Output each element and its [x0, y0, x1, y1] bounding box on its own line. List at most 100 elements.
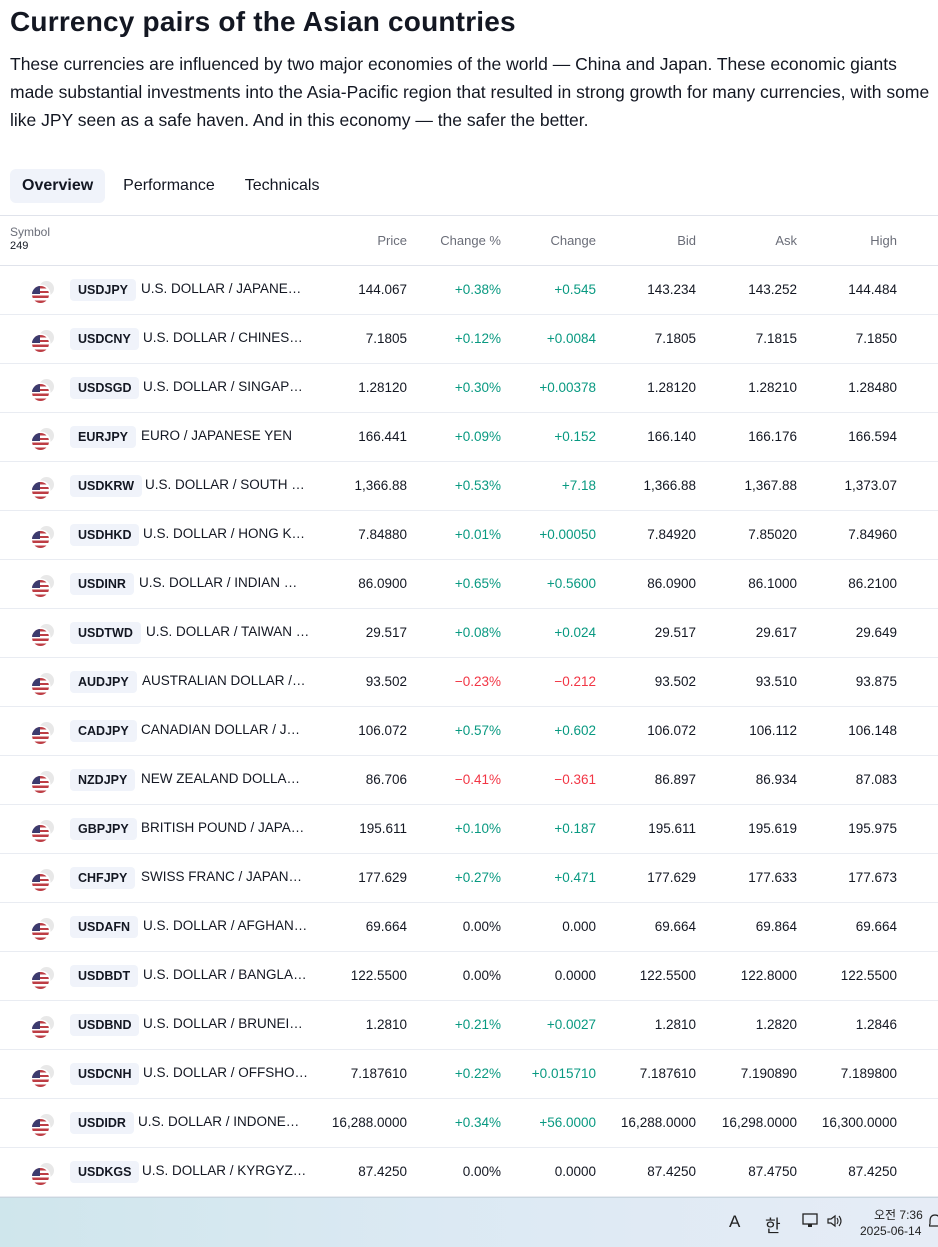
symbol-ticker[interactable]: USDCNY — [70, 328, 139, 350]
table-row[interactable]: EURJPY EURO / JAPANESE YEN 166.441 +0.09% +0… — [0, 413, 938, 462]
bid-cell: 29.517 — [654, 625, 696, 640]
ask-column-header[interactable]: Ask — [775, 233, 797, 248]
change-cell: 0.000 — [562, 919, 596, 934]
change-pct-cell: +0.22% — [454, 1066, 501, 1081]
table-row[interactable]: USDINR U.S. DOLLAR / INDIAN RUPEE 86.0900 +… — [0, 560, 938, 609]
symbol-description: U.S. DOLLAR / TAIWAN DOLLAR — [146, 624, 313, 639]
symbol-ticker[interactable]: CHFJPY — [70, 867, 136, 889]
symbol-ticker[interactable]: USDSGD — [70, 377, 140, 399]
currency-flag-icon — [32, 624, 54, 646]
symbol-ticker[interactable]: GBPJPY — [70, 818, 137, 840]
change-pct-cell: +0.01% — [454, 527, 501, 542]
notification-icon[interactable] — [928, 1213, 938, 1234]
clock-time[interactable]: 오전 7:36 — [874, 1208, 923, 1222]
table-row[interactable]: USDBDT U.S. DOLLAR / BANGLADESHI TAKA 122.… — [0, 952, 938, 1001]
high-column-header[interactable]: High — [870, 233, 897, 248]
bid-cell: 177.629 — [647, 870, 696, 885]
ask-cell: 7.85020 — [748, 527, 797, 542]
table-row[interactable]: GBPJPY BRITISH POUND / JAPANESE YEN 195.61… — [0, 805, 938, 854]
symbol-ticker[interactable]: USDINR — [70, 573, 134, 595]
table-row[interactable]: USDTWD U.S. DOLLAR / TAIWAN DOLLAR 29.517 +… — [0, 609, 938, 658]
currency-flag-icon — [32, 820, 54, 842]
ask-cell: 86.1000 — [748, 576, 797, 591]
table-row[interactable]: CADJPY CANADIAN DOLLAR / JAPANESE YEN 106.… — [0, 707, 938, 756]
clock-date[interactable]: 2025-06-14 — [860, 1224, 922, 1238]
table-row[interactable]: USDCNY U.S. DOLLAR / CHINESE YUAN 7.1805 +0… — [0, 315, 938, 364]
ime-korean-indicator[interactable]: 한 — [765, 1217, 781, 1236]
bid-cell: 7.84920 — [647, 527, 696, 542]
price-cell: 1,366.88 — [354, 478, 407, 493]
table-row[interactable]: USDAFN U.S. DOLLAR / AFGHAN AFGHANI 69.664… — [0, 903, 938, 952]
change-pct-cell: +0.38% — [454, 282, 501, 297]
symbol-ticker[interactable]: USDAFN — [70, 916, 139, 938]
price-cell: 1.2810 — [365, 1017, 407, 1032]
high-cell: 93.875 — [855, 674, 897, 689]
ask-cell: 69.864 — [755, 919, 797, 934]
symbol-ticker[interactable]: USDIDR — [70, 1112, 134, 1134]
volume-icon[interactable] — [826, 1213, 844, 1234]
symbol-ticker[interactable]: USDTWD — [70, 622, 141, 644]
change-pct-column-header[interactable]: Change % — [440, 233, 501, 248]
ask-cell: 16,298.0000 — [721, 1115, 797, 1130]
symbol-ticker[interactable]: USDBND — [70, 1014, 140, 1036]
change-cell: −0.361 — [554, 772, 596, 787]
change-pct-cell: +0.65% — [454, 576, 501, 591]
page-title: Currency pairs of the Asian countries — [10, 6, 516, 37]
ime-latin-indicator[interactable]: A — [729, 1212, 741, 1231]
table-row[interactable]: CHFJPY SWISS FRANC / JAPANESE YEN 177.629 +… — [0, 854, 938, 903]
symbol-ticker[interactable]: NZDJPY — [70, 769, 136, 791]
symbol-ticker[interactable]: AUDJPY — [70, 671, 137, 693]
tab-technicals[interactable]: Technicals — [244, 177, 320, 194]
table-row[interactable]: NZDJPY NEW ZEALAND DOLLAR / JAPANESE YEN 8… — [0, 756, 938, 805]
currency-flag-icon — [32, 967, 54, 989]
ask-cell: 7.190890 — [740, 1066, 797, 1081]
symbol-description: SWISS FRANC / JAPANESE YEN — [141, 869, 308, 884]
currency-flag-icon — [32, 428, 54, 450]
change-cell: 0.0000 — [554, 1164, 596, 1179]
symbol-ticker[interactable]: USDHKD — [70, 524, 140, 546]
symbol-ticker[interactable]: USDCNH — [70, 1063, 140, 1085]
ask-cell: 122.8000 — [740, 968, 797, 983]
symbol-count: 249 — [10, 240, 29, 252]
change-cell: +0.5600 — [546, 576, 596, 591]
bid-cell: 1.28120 — [647, 380, 696, 395]
bid-cell: 106.072 — [647, 723, 696, 738]
symbol-column-header[interactable]: Symbol 249 — [10, 225, 50, 253]
price-cell: 166.441 — [358, 429, 407, 444]
high-cell: 16,300.0000 — [821, 1115, 897, 1130]
price-cell: 122.5500 — [350, 968, 407, 983]
symbol-ticker[interactable]: EURJPY — [70, 426, 137, 448]
currency-flag-icon — [32, 1114, 54, 1136]
symbol-ticker[interactable]: CADJPY — [70, 720, 137, 742]
change-cell: +0.015710 — [531, 1066, 596, 1081]
symbol-ticker[interactable]: USDBDT — [70, 965, 139, 987]
table-row[interactable]: AUDJPY AUSTRALIAN DOLLAR / JAPANESE YEN 93… — [0, 658, 938, 707]
high-cell: 122.5500 — [840, 968, 897, 983]
symbol-ticker[interactable]: USDKGS — [70, 1161, 140, 1183]
table-row[interactable]: USDIDR U.S. DOLLAR / INDONESIAN RUPIAH 16,… — [0, 1099, 938, 1148]
symbol-ticker[interactable]: USDKRW — [70, 475, 143, 497]
price-column-header[interactable]: Price — [377, 233, 407, 248]
symbol-ticker[interactable]: USDJPY — [70, 279, 137, 301]
ask-cell: 195.619 — [748, 821, 797, 836]
change-column-header[interactable]: Change — [550, 233, 596, 248]
tab-overview[interactable]: Overview — [10, 169, 106, 203]
currency-flag-icon — [32, 330, 54, 352]
currency-flag-icon — [32, 281, 54, 303]
change-pct-cell: +0.57% — [454, 723, 501, 738]
tab-bar: Overview Performance Technicals — [10, 169, 331, 203]
change-cell: +0.545 — [554, 282, 596, 297]
change-pct-cell: 0.00% — [462, 968, 501, 983]
bid-cell: 7.1805 — [654, 331, 696, 346]
tab-performance[interactable]: Performance — [123, 177, 215, 194]
table-row[interactable]: USDJPY U.S. DOLLAR / JAPANESE YEN 144.067 +… — [0, 266, 938, 315]
bid-column-header[interactable]: Bid — [677, 233, 696, 248]
network-icon[interactable] — [802, 1213, 820, 1234]
symbol-description: U.S. DOLLAR / AFGHAN AFGHANI — [143, 918, 310, 933]
